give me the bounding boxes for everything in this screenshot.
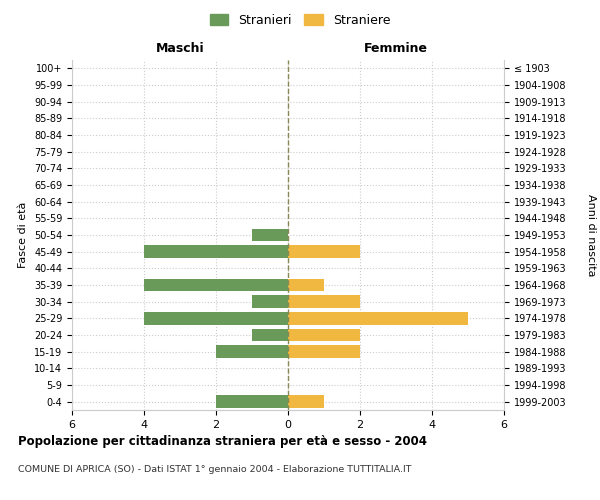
Bar xyxy=(252,329,288,341)
Bar xyxy=(288,329,360,341)
Y-axis label: Anni di nascita: Anni di nascita xyxy=(586,194,596,276)
Text: Popolazione per cittadinanza straniera per età e sesso - 2004: Popolazione per cittadinanza straniera p… xyxy=(18,435,427,448)
Bar xyxy=(216,346,288,358)
Bar xyxy=(288,312,468,324)
Bar xyxy=(252,229,288,241)
Bar xyxy=(252,296,288,308)
Text: Femmine: Femmine xyxy=(364,42,428,55)
Text: COMUNE DI APRICA (SO) - Dati ISTAT 1° gennaio 2004 - Elaborazione TUTTITALIA.IT: COMUNE DI APRICA (SO) - Dati ISTAT 1° ge… xyxy=(18,465,412,474)
Bar xyxy=(288,246,360,258)
Bar xyxy=(144,279,288,291)
Bar xyxy=(288,396,324,408)
Bar xyxy=(288,296,360,308)
Bar xyxy=(288,346,360,358)
Text: Maschi: Maschi xyxy=(155,42,205,55)
Bar xyxy=(288,279,324,291)
Bar xyxy=(144,312,288,324)
Y-axis label: Fasce di età: Fasce di età xyxy=(19,202,28,268)
Bar xyxy=(144,246,288,258)
Legend: Stranieri, Straniere: Stranieri, Straniere xyxy=(205,8,395,32)
Bar xyxy=(216,396,288,408)
